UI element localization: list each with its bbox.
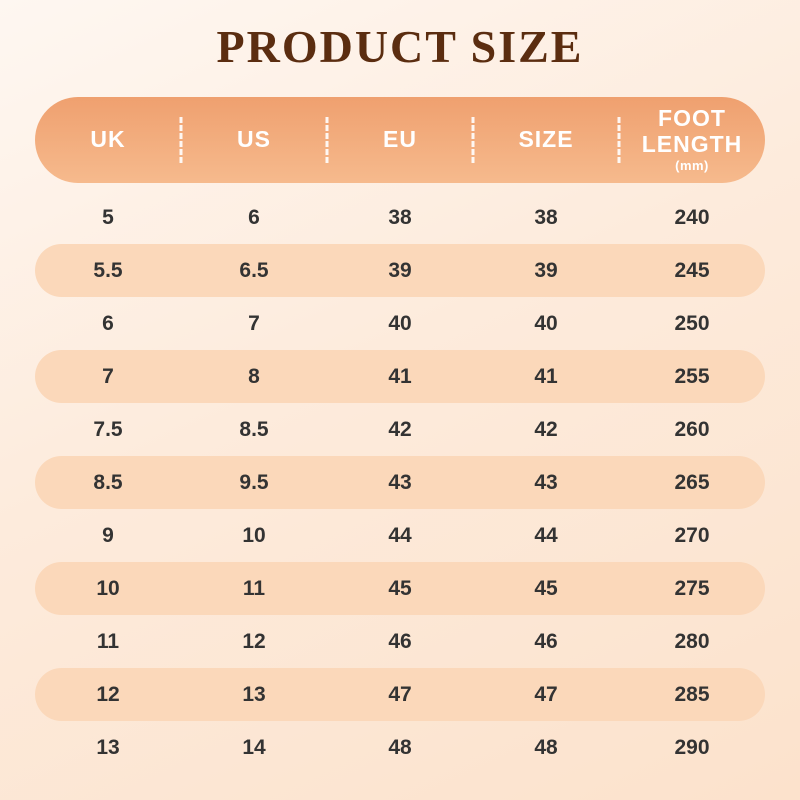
table-cell: 47 [534,682,558,706]
size-chart-table: UK US EU SIZE FOOT LENGTH (mm) 5 6 38 38 240… [35,97,765,774]
table-cell: 10 [96,576,120,600]
table-cell: 260 [674,417,710,441]
table-cell: 12 [242,629,266,653]
table-cell: 9 [102,523,114,547]
table-cell: 43 [388,470,412,494]
table-cell: 39 [388,258,412,282]
dashed-separator [325,117,329,163]
table-cell: 41 [388,364,412,388]
table-row: 5.5 6.5 39 39 245 [35,244,765,297]
table-cell: 6 [248,205,260,229]
table-cell: 7 [248,311,260,335]
column-header-size: SIZE [473,126,619,153]
table-cell: 11 [96,629,120,653]
table-cell: 43 [534,470,558,494]
column-header-label: SIZE [518,126,574,153]
column-header-label: EU [383,126,417,153]
table-row: 10 11 45 45 275 [35,562,765,615]
table-row: 7.5 8.5 42 42 260 [35,403,765,456]
table-cell: 11 [242,576,266,600]
table-cell: 47 [388,682,412,706]
table-cell: 5.5 [93,258,123,282]
table-cell: 250 [674,311,710,335]
table-cell: 46 [534,629,558,653]
column-header-unit: (mm) [675,157,709,173]
table-row: 7 8 41 41 255 [35,350,765,403]
table-row: 5 6 38 38 240 [35,191,765,244]
table-cell: 7 [102,364,114,388]
table-row: 11 12 46 46 280 [35,615,765,668]
table-cell: 290 [674,735,710,759]
table-cell: 6 [102,311,114,335]
table-cell: 275 [674,576,710,600]
table-row: 6 7 40 40 250 [35,297,765,350]
table-cell: 13 [96,735,120,759]
column-header-label: UK [90,126,126,153]
table-cell: 245 [674,258,710,282]
table-cell: 9.5 [239,470,269,494]
table-cell: 240 [674,205,710,229]
page-title: PRODUCT SIZE [216,21,584,72]
table-cell: 14 [242,735,266,759]
table-cell: 265 [674,470,710,494]
column-header-us: US [181,126,327,153]
table-cell: 40 [534,311,558,335]
table-cell: 40 [388,311,412,335]
table-body: 5 6 38 38 240 5.5 6.5 39 39 245 6 7 40 40 250 7 8 41 41 255… [35,191,765,774]
table-cell: 48 [534,735,558,759]
column-header-eu: EU [327,126,473,153]
table-cell: 42 [534,417,558,441]
table-cell: 48 [388,735,412,759]
table-cell: 12 [96,682,120,706]
table-header-row: UK US EU SIZE FOOT LENGTH (mm) [35,97,765,183]
table-cell: 45 [388,576,412,600]
table-cell: 285 [674,682,710,706]
dashed-separator [617,117,621,163]
table-cell: 6.5 [239,258,269,282]
table-cell: 7.5 [93,417,123,441]
table-cell: 39 [534,258,558,282]
column-header-label: FOOT LENGTH [641,105,743,158]
table-cell: 10 [242,523,266,547]
table-cell: 8.5 [239,417,269,441]
table-cell: 41 [534,364,558,388]
table-cell: 8 [248,364,260,388]
table-cell: 44 [388,523,412,547]
table-row: 9 10 44 44 270 [35,509,765,562]
column-header-foot-length: FOOT LENGTH (mm) [619,106,765,173]
table-cell: 44 [534,523,558,547]
dashed-separator [179,117,183,163]
table-cell: 38 [534,205,558,229]
column-header-label: US [237,126,271,153]
table-cell: 270 [674,523,710,547]
table-cell: 8.5 [93,470,123,494]
table-row: 13 14 48 48 290 [35,721,765,774]
column-header-uk: UK [35,126,181,153]
table-cell: 38 [388,205,412,229]
table-cell: 45 [534,576,558,600]
table-cell: 5 [102,205,114,229]
table-row: 8.5 9.5 43 43 265 [35,456,765,509]
dashed-separator [471,117,475,163]
table-cell: 255 [674,364,710,388]
table-row: 12 13 47 47 285 [35,668,765,721]
table-cell: 13 [242,682,266,706]
table-cell: 46 [388,629,412,653]
table-cell: 42 [388,417,412,441]
table-cell: 280 [674,629,710,653]
